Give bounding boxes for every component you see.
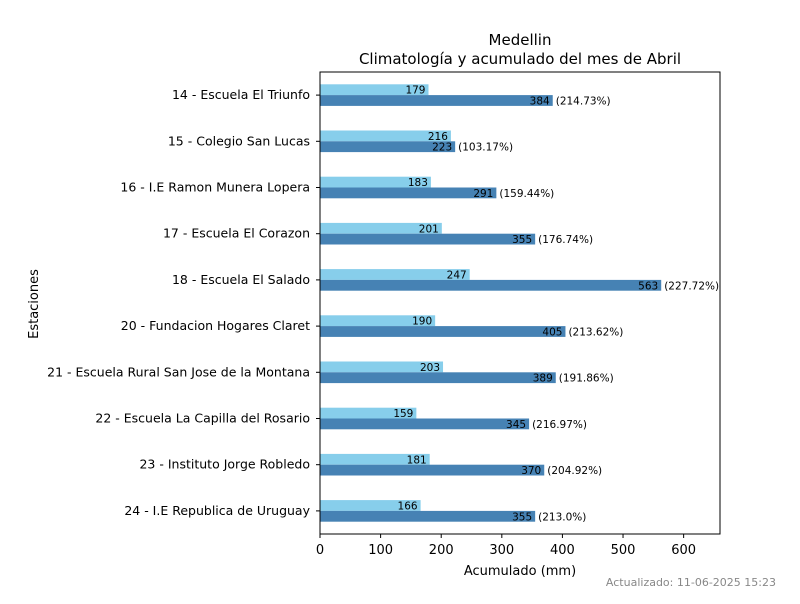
bar-series-1 <box>320 176 431 188</box>
bar-percent-label: (227.72%) <box>664 280 719 292</box>
bar-value-label: 181 <box>407 454 427 466</box>
category-label: 21 - Escuela Rural San Jose de la Montan… <box>47 364 310 379</box>
category-label: 14 - Escuela El Triunfo <box>172 87 310 102</box>
bar-value-label: 384 <box>530 96 550 108</box>
bar-value-label: 563 <box>638 280 658 292</box>
x-tick-label: 600 <box>671 543 696 558</box>
bar-series-1 <box>320 500 421 511</box>
bar-series-2 <box>320 95 553 106</box>
bar-value-label: 166 <box>398 501 418 513</box>
bar-percent-label: (214.73%) <box>556 96 611 108</box>
x-tick-label: 100 <box>368 543 393 558</box>
bar-percent-label: (204.92%) <box>547 465 602 477</box>
bar-value-label: 190 <box>412 316 432 328</box>
bar-percent-label: (176.74%) <box>538 234 593 246</box>
category-label: 17 - Escuela El Corazon <box>163 226 310 241</box>
bar-series-2 <box>320 187 497 199</box>
updated-timestamp: Actualizado: 11-06-2025 15:23 <box>606 576 776 589</box>
bar-value-label: 183 <box>408 177 428 189</box>
bar-percent-label: (213.62%) <box>568 327 623 339</box>
bar-value-label: 355 <box>512 234 532 246</box>
bar-percent-label: (213.0%) <box>538 511 586 523</box>
category-label: 22 - Escuela La Capilla del Rosario <box>95 411 310 426</box>
bar-series-1 <box>320 361 444 373</box>
plot-area: 14 - Escuela El Triunfo 179 384 (214.73%) 15… <box>47 71 721 558</box>
chart-title: Medellin <box>489 31 552 49</box>
y-axis-label: Estaciones <box>27 269 42 339</box>
bar-series-2 <box>320 418 530 430</box>
bar-series-1 <box>320 222 442 234</box>
bar-value-label: 389 <box>533 373 553 385</box>
bar-series-2 <box>320 279 662 291</box>
bar-value-label: 179 <box>405 85 425 97</box>
bar-percent-label: (191.86%) <box>559 373 614 385</box>
x-tick-label: 500 <box>611 543 636 558</box>
bar-value-label: 203 <box>420 362 440 374</box>
x-axis-label: Acumulado (mm) <box>464 564 576 579</box>
bar-series-2 <box>320 372 556 384</box>
bar-series-2 <box>320 326 566 337</box>
x-tick-label: 0 <box>316 543 324 558</box>
category-label: 18 - Escuela El Salado <box>172 272 310 287</box>
bar-series-1 <box>320 315 436 327</box>
bar-value-label: 405 <box>542 327 562 339</box>
bar-series-1 <box>320 130 451 142</box>
bar-series-2 <box>320 233 536 245</box>
bar-series-2 <box>320 510 536 522</box>
bar-percent-label: (216.97%) <box>532 419 587 431</box>
category-label: 24 - I.E Republica de Uruguay <box>124 503 310 518</box>
bar-value-label: 201 <box>419 223 439 235</box>
bar-value-label: 159 <box>393 408 413 420</box>
bar-value-label: 345 <box>506 419 526 431</box>
bar-percent-label: (159.44%) <box>499 188 554 200</box>
x-tick-label: 400 <box>550 543 575 558</box>
bar-series-1 <box>320 84 429 96</box>
bar-series-2 <box>320 141 456 153</box>
bar-series-2 <box>320 464 545 476</box>
category-label: 16 - I.E Ramon Munera Lopera <box>120 180 310 195</box>
bar-value-label: 291 <box>473 188 493 200</box>
category-label: 15 - Colegio San Lucas <box>168 133 310 148</box>
chart-subtitle: Climatología y acumulado del mes de Abri… <box>359 50 681 68</box>
plot-frame <box>319 71 721 535</box>
bar-value-label: 223 <box>432 142 452 154</box>
bar-percent-label: (103.17%) <box>458 142 513 154</box>
bar-series-1 <box>320 453 430 465</box>
bar-series-1 <box>320 269 470 280</box>
bar-series-1 <box>320 407 417 419</box>
x-tick-label: 300 <box>489 543 514 558</box>
bar-value-label: 247 <box>447 270 467 282</box>
bar-value-label: 355 <box>512 511 532 523</box>
x-tick-label: 200 <box>429 543 454 558</box>
category-label: 20 - Fundacion Hogares Claret <box>121 318 310 333</box>
bar-value-label: 216 <box>428 131 448 143</box>
bar-value-label: 370 <box>521 465 541 477</box>
category-label: 23 - Instituto Jorge Robledo <box>139 457 310 472</box>
